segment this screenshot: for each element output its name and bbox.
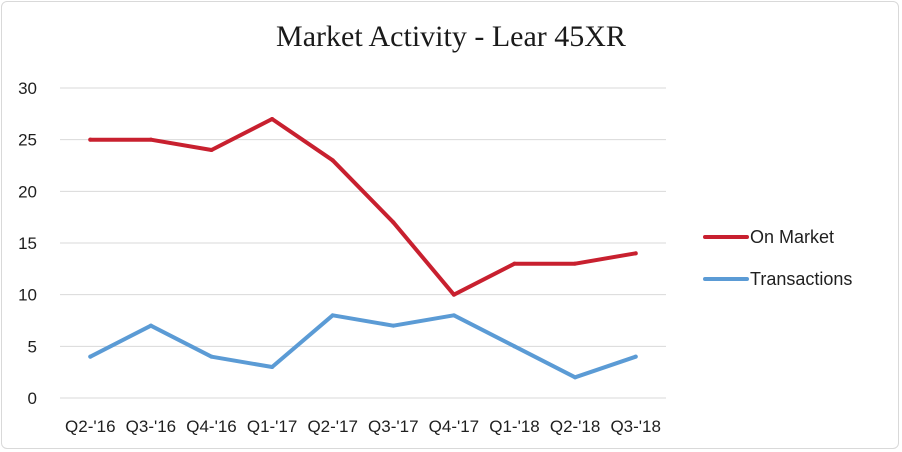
x-tick-label: Q3-'16 xyxy=(126,417,177,436)
series-line-transactions xyxy=(88,313,638,380)
data-point xyxy=(633,354,638,359)
y-axis-ticks: 0 5 10 15 20 25 30 xyxy=(18,79,37,408)
data-point xyxy=(270,117,275,121)
data-point xyxy=(88,137,93,142)
data-point xyxy=(633,251,638,256)
chart-title: Market Activity - Lear 45XR xyxy=(276,20,626,53)
series-line-on-market xyxy=(88,117,638,297)
legend-label: On Market xyxy=(750,227,834,247)
data-point xyxy=(451,292,456,297)
gridlines xyxy=(60,87,666,399)
series-lines xyxy=(88,117,638,380)
data-point xyxy=(391,323,396,328)
data-point xyxy=(391,220,396,225)
x-tick-label: Q1-'17 xyxy=(247,417,298,436)
y-tick-label: 5 xyxy=(28,337,37,356)
y-tick-label: 25 xyxy=(18,131,37,150)
x-axis-ticks: Q2-'16 Q3-'16 Q4-'16 Q1-'17 Q2-'17 Q3-'17 Q4-'… xyxy=(65,417,661,436)
legend: On Market Transactions xyxy=(703,227,852,289)
data-point xyxy=(209,354,214,359)
data-point xyxy=(148,137,153,142)
x-tick-label: Q4-'16 xyxy=(186,417,237,436)
data-point xyxy=(88,354,93,359)
y-tick-label: 15 xyxy=(18,234,37,253)
x-tick-label: Q1-'18 xyxy=(489,417,540,436)
y-tick-label: 0 xyxy=(28,389,37,408)
data-point xyxy=(451,313,456,318)
x-tick-label: Q2-'17 xyxy=(307,417,358,436)
legend-label: Transactions xyxy=(750,269,852,289)
data-point xyxy=(270,365,275,369)
x-tick-label: Q2-'16 xyxy=(65,417,116,436)
x-tick-label: Q4-'17 xyxy=(429,417,480,436)
data-point xyxy=(512,261,517,266)
data-point xyxy=(512,344,517,349)
x-tick-label: Q3-'17 xyxy=(368,417,419,436)
x-tick-label: Q2-'18 xyxy=(550,417,601,436)
y-tick-label: 20 xyxy=(18,182,37,201)
data-point xyxy=(330,158,335,163)
data-point xyxy=(573,375,578,380)
data-point xyxy=(573,261,578,266)
y-tick-label: 30 xyxy=(18,79,37,98)
y-tick-label: 10 xyxy=(18,286,37,305)
data-point xyxy=(148,323,153,328)
x-tick-label: Q3-'18 xyxy=(610,417,661,436)
data-point xyxy=(209,148,214,152)
data-point xyxy=(330,313,335,318)
